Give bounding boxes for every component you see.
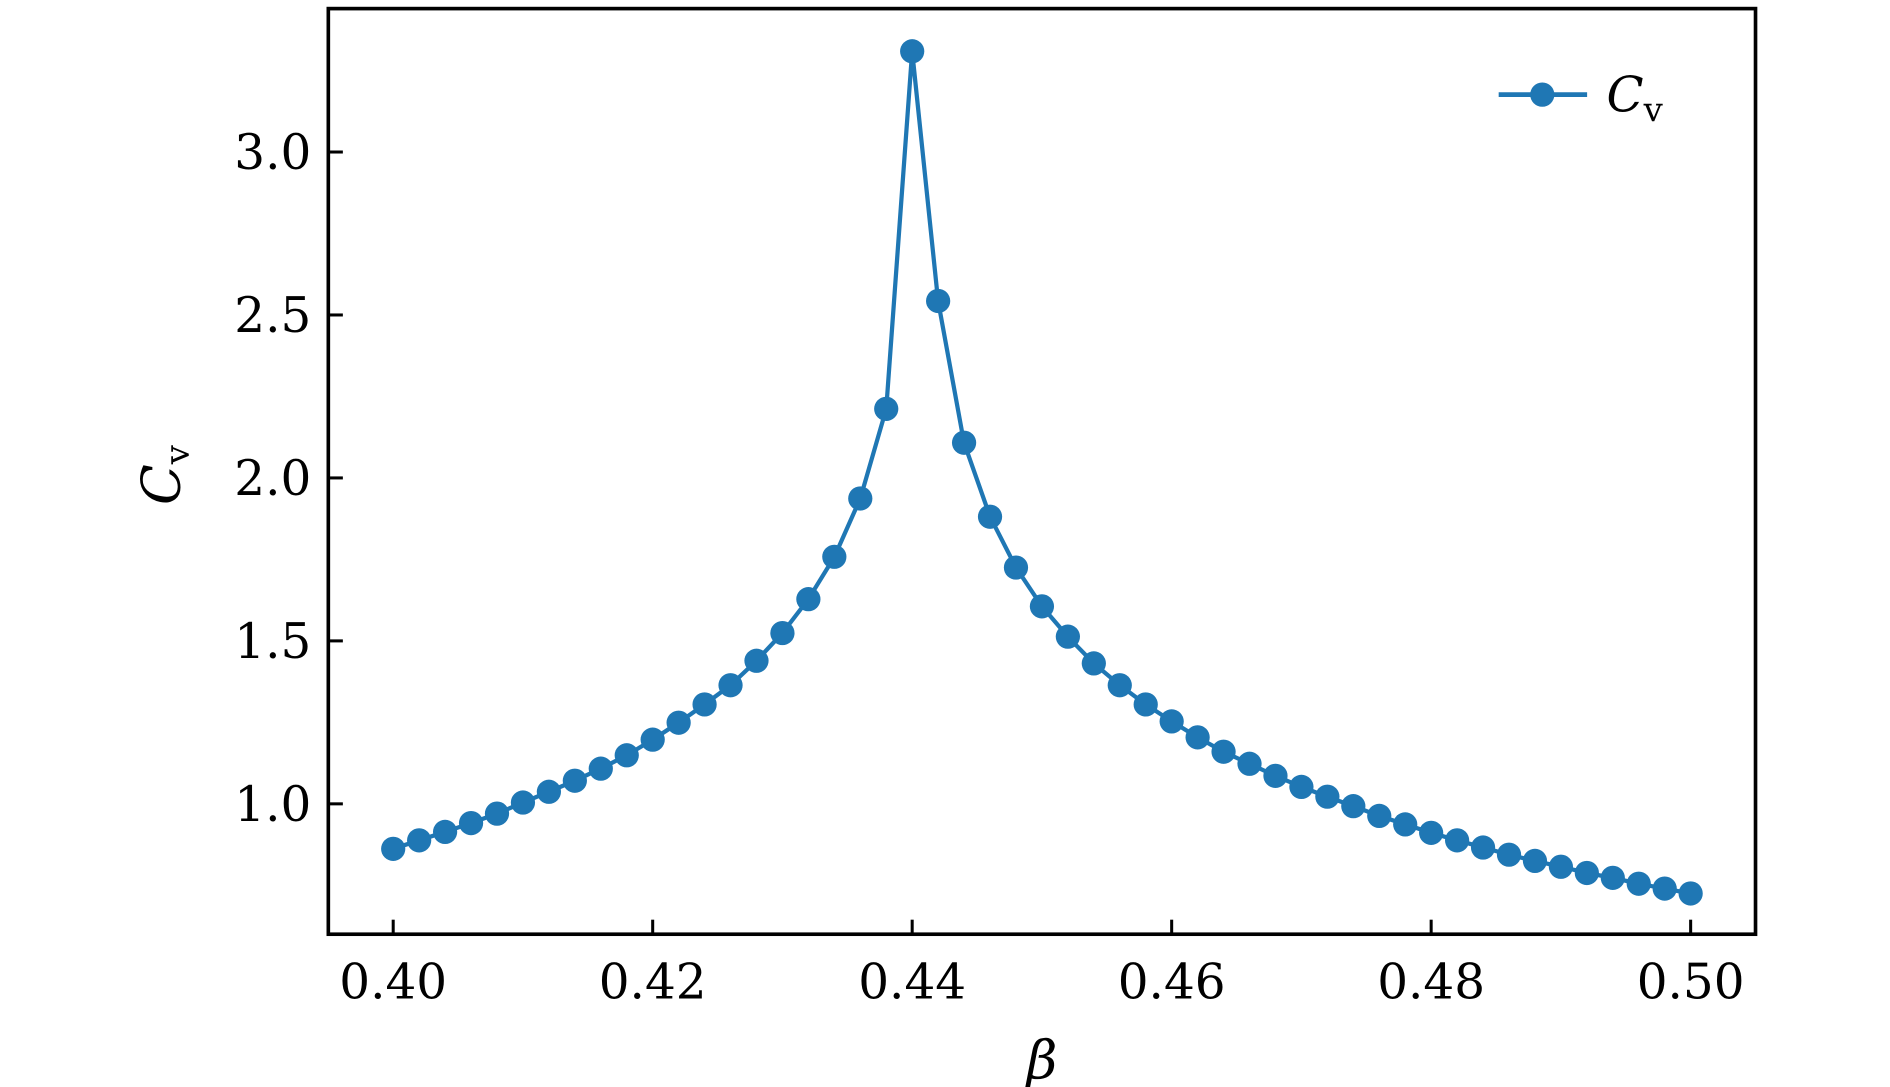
data-point bbox=[1315, 784, 1340, 809]
data-point bbox=[614, 743, 639, 768]
data-point bbox=[1652, 876, 1677, 901]
data-point bbox=[1029, 594, 1055, 619]
data-point bbox=[1133, 692, 1158, 717]
data-point bbox=[1263, 763, 1288, 788]
data-point bbox=[1055, 624, 1080, 649]
ticks: 0.40 0.42 0.44 0.46 0.48 0.50 1.0 1.5 2.0 2.5 3.0 bbox=[234, 125, 1744, 1010]
data-point bbox=[744, 648, 769, 673]
data-point bbox=[588, 756, 613, 781]
data-point bbox=[1367, 803, 1392, 829]
data-point bbox=[1678, 881, 1703, 906]
data-point bbox=[796, 587, 821, 612]
data-point bbox=[1626, 871, 1651, 896]
data-point bbox=[1419, 820, 1444, 845]
x-tick-label: 0.50 bbox=[1637, 954, 1745, 1010]
y-tick-label: 1.5 bbox=[234, 614, 311, 670]
data-point bbox=[1081, 651, 1106, 676]
y-tick-label: 2.0 bbox=[234, 451, 311, 507]
data-point bbox=[484, 801, 510, 826]
data-point bbox=[874, 396, 899, 421]
legend-marker bbox=[1530, 82, 1555, 107]
data-point bbox=[1522, 848, 1548, 874]
data-point bbox=[1574, 860, 1599, 886]
data-point bbox=[381, 836, 406, 861]
data-point bbox=[1341, 794, 1366, 819]
data-point bbox=[1289, 774, 1314, 800]
data-point bbox=[977, 504, 1003, 529]
y-tick-label: 2.5 bbox=[234, 288, 311, 344]
data-point bbox=[900, 39, 925, 64]
data-point bbox=[1107, 673, 1132, 698]
data-point bbox=[1211, 739, 1236, 764]
data-point bbox=[1237, 751, 1262, 776]
data-point bbox=[640, 727, 665, 752]
data-point bbox=[848, 486, 873, 511]
x-tick-label: 0.44 bbox=[858, 954, 966, 1010]
data-point bbox=[1159, 709, 1184, 734]
data-point bbox=[432, 819, 458, 844]
x-tick-label: 0.40 bbox=[339, 954, 447, 1010]
legend: Cv bbox=[1498, 68, 1664, 130]
data-point bbox=[1185, 725, 1210, 750]
legend-label: Cv bbox=[1607, 68, 1664, 130]
data-point bbox=[666, 710, 691, 735]
x-tick-label: 0.42 bbox=[599, 954, 707, 1010]
data-point bbox=[562, 768, 587, 793]
y-tick-label: 1.0 bbox=[234, 777, 311, 833]
legend-label-main: C bbox=[1607, 68, 1644, 124]
y-axis-label-sub: v bbox=[158, 444, 197, 465]
plot-frame bbox=[326, 6, 1758, 937]
y-tick-label: 3.0 bbox=[234, 125, 311, 181]
data-point bbox=[1393, 812, 1418, 837]
data-point bbox=[926, 288, 951, 314]
series-line bbox=[392, 51, 1692, 896]
legend-label-sub: v bbox=[1643, 90, 1664, 129]
data-point bbox=[692, 692, 717, 717]
x-axis-label: β bbox=[1025, 1029, 1058, 1087]
y-axis-label-group: Cv bbox=[130, 444, 197, 505]
data-point bbox=[1003, 555, 1029, 580]
data-point bbox=[770, 620, 795, 646]
data-point bbox=[407, 828, 432, 853]
data-point bbox=[1548, 854, 1574, 879]
data-point bbox=[510, 790, 536, 815]
data-point bbox=[458, 810, 484, 836]
data-point bbox=[1444, 828, 1470, 853]
x-tick-label: 0.46 bbox=[1118, 954, 1226, 1010]
data-point bbox=[1600, 865, 1625, 890]
x-tick-label: 0.48 bbox=[1377, 954, 1485, 1010]
data-point bbox=[822, 544, 847, 569]
data-point bbox=[536, 779, 562, 804]
series-layer bbox=[381, 39, 1703, 906]
data-point bbox=[1496, 842, 1522, 867]
data-point bbox=[1470, 835, 1496, 860]
data-point bbox=[718, 673, 743, 698]
data-point bbox=[951, 430, 977, 455]
y-axis-label: Cv bbox=[130, 444, 197, 505]
y-axis-label-main: C bbox=[130, 464, 192, 505]
